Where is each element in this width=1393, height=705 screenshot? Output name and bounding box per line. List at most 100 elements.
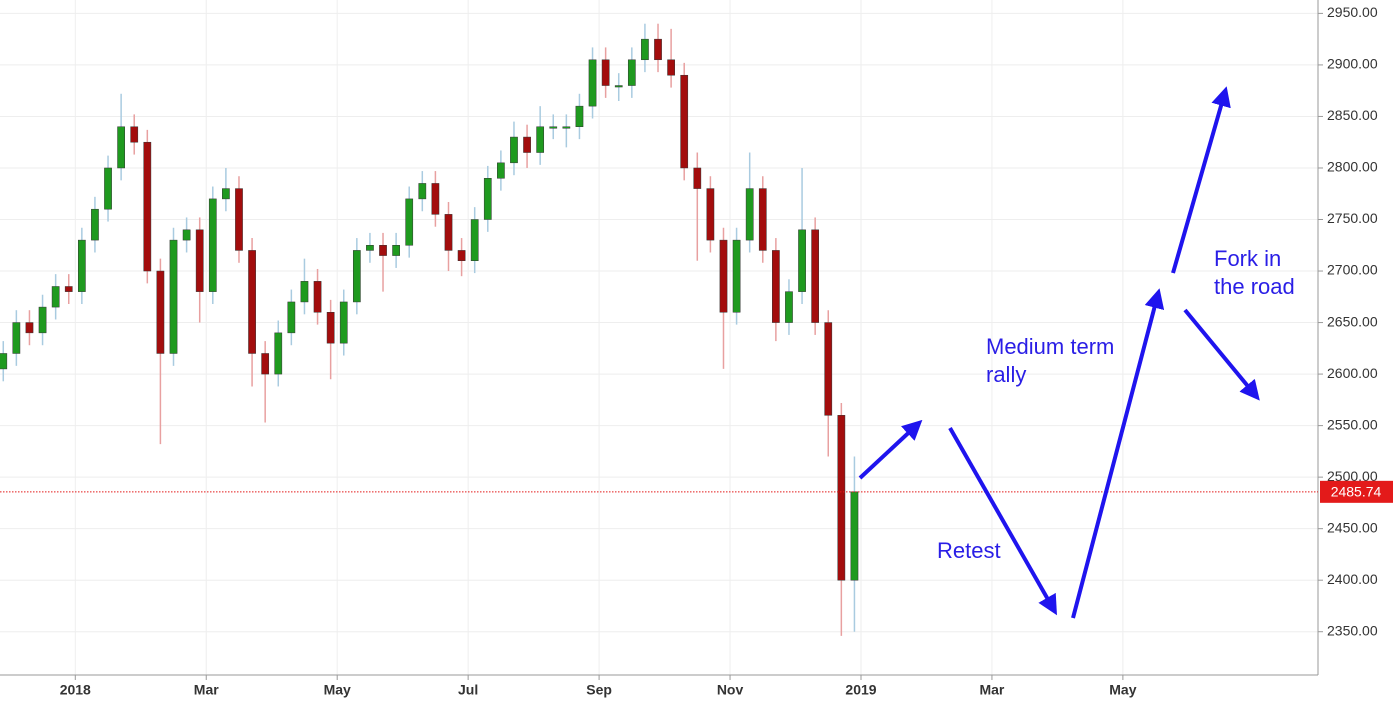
arrow (1171, 86, 1231, 274)
candle-body (143, 141, 152, 272)
arrows (858, 86, 1260, 619)
candle-body (798, 229, 806, 292)
candle-body (392, 245, 400, 256)
candle-body (195, 229, 204, 292)
y-tick-label: 2450.00 (1327, 519, 1378, 535)
x-tick-label: Mar (979, 682, 1004, 698)
candle-body (627, 59, 636, 86)
y-tick-label: 2700.00 (1327, 262, 1378, 278)
candle-body (326, 312, 335, 344)
candle-body (470, 219, 479, 261)
x-tick-label: Jul (458, 682, 478, 698)
candle-body (208, 198, 217, 292)
candle-body (248, 250, 256, 354)
candle-body (287, 301, 296, 334)
candle-body (614, 85, 623, 88)
candle-body (510, 136, 518, 164)
candle-body (444, 214, 453, 251)
candle-body (300, 281, 309, 303)
candle-body (77, 239, 86, 292)
candle-body (235, 188, 243, 251)
candle-body (706, 188, 715, 241)
candle-body (772, 250, 780, 323)
candle-body (785, 291, 793, 323)
x-tick-label: Nov (717, 682, 744, 698)
candle-body (130, 126, 139, 143)
candle-body (549, 126, 558, 129)
y-tick-label: 2400.00 (1327, 571, 1378, 587)
y-tick-label: 2650.00 (1327, 313, 1378, 329)
arrow (1183, 308, 1260, 401)
candle-body (680, 74, 689, 169)
arrow (948, 427, 1057, 616)
candle-body (667, 59, 675, 76)
candle-body (222, 188, 230, 200)
y-tick-label: 2800.00 (1327, 159, 1378, 175)
candle-body (850, 491, 859, 581)
candle-body (51, 286, 60, 308)
candle-body (811, 229, 820, 323)
x-tick-label: May (1109, 682, 1136, 698)
x-tick-label: Mar (194, 682, 219, 698)
last-price-box (1320, 480, 1393, 503)
annotation: Fork in the road (1214, 246, 1295, 299)
candle-body (536, 126, 545, 153)
y-tick-label: 2950.00 (1327, 4, 1378, 20)
candle-body (837, 415, 846, 581)
candle-body (64, 286, 73, 292)
last-price-label: 2485.74 (1331, 484, 1382, 500)
candle-body (156, 270, 165, 354)
ticks: 2350.00 2400.00 2450.00 2500.00 2550.00 2600.… (0, 4, 1393, 698)
candle-body (497, 162, 505, 179)
x-tick-label: 2019 (845, 682, 876, 698)
candle-body (379, 245, 387, 256)
candle-body (366, 245, 374, 251)
candle-body (274, 332, 283, 375)
grid (0, 0, 1318, 675)
candle-body (182, 229, 191, 241)
candle-body (12, 322, 21, 354)
candle-body (418, 183, 427, 200)
y-tick-label: 2550.00 (1327, 416, 1378, 432)
candle-body (693, 167, 702, 189)
candle-body (523, 136, 531, 153)
candle-body (457, 250, 466, 261)
candle-body (104, 167, 112, 210)
candle-body (745, 188, 754, 241)
candle-body (25, 322, 34, 334)
candle-body (431, 183, 440, 215)
candle-body (405, 198, 414, 246)
y-tick-label: 2600.00 (1327, 365, 1378, 381)
candles (0, 23, 859, 636)
candle-body (313, 281, 322, 313)
candle-body (117, 126, 125, 169)
y-tick-label: 2750.00 (1327, 210, 1378, 226)
x-tick-label: Sep (586, 682, 612, 698)
candle-body (339, 301, 348, 344)
candle-body (588, 59, 597, 107)
candle-body (575, 105, 584, 128)
candle-body (641, 38, 649, 61)
candle-body (601, 59, 610, 86)
candle-body (483, 178, 492, 220)
arrow (1071, 288, 1165, 619)
annotation: Medium term rally (986, 334, 1115, 387)
candle-body (38, 306, 47, 334)
y-tick-label: 2350.00 (1327, 622, 1378, 638)
candle-body (824, 322, 833, 416)
annotation: Retest (937, 538, 1001, 563)
y-tick-label: 2850.00 (1327, 107, 1378, 123)
arrow (858, 419, 923, 480)
candle-body (562, 126, 571, 129)
x-tick-label: May (324, 682, 351, 698)
candle-body (91, 208, 99, 241)
candle-body (719, 239, 728, 313)
y-tick-label: 2500.00 (1327, 468, 1378, 484)
candle-body (352, 250, 361, 303)
candle-body (169, 239, 178, 354)
candle-body (732, 239, 741, 313)
candle-body (261, 353, 270, 375)
candle-body (0, 353, 8, 370)
